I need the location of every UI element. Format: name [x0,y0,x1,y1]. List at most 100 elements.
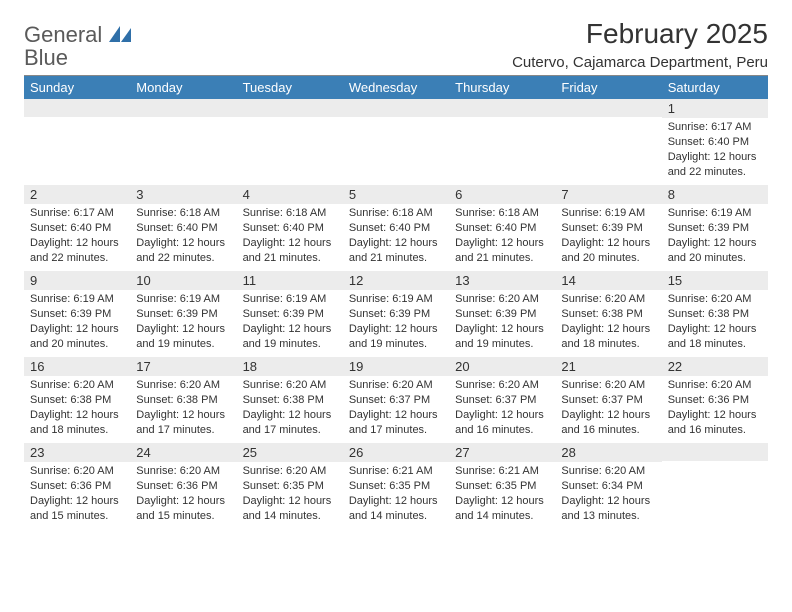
day-number: 8 [662,185,768,204]
day-number [449,99,555,117]
day-header: Wednesday [343,76,449,99]
calendar-day-cell: 2Sunrise: 6:17 AMSunset: 6:40 PMDaylight… [24,185,130,271]
day-detail: Sunrise: 6:17 AMSunset: 6:40 PMDaylight:… [24,204,130,269]
sunrise-text: Sunrise: 6:17 AM [30,206,124,221]
daylight-text: Daylight: 12 hours and 19 minutes. [243,322,337,352]
logo-text-blue: Blue [24,45,68,70]
calendar-day-cell [130,99,236,185]
sunset-text: Sunset: 6:35 PM [243,479,337,494]
sunset-text: Sunset: 6:39 PM [243,307,337,322]
day-number: 26 [343,443,449,462]
sunrise-text: Sunrise: 6:20 AM [136,464,230,479]
day-number: 5 [343,185,449,204]
daylight-text: Daylight: 12 hours and 18 minutes. [668,322,762,352]
day-detail: Sunrise: 6:20 AMSunset: 6:37 PMDaylight:… [449,376,555,441]
calendar-day-cell: 18Sunrise: 6:20 AMSunset: 6:38 PMDayligh… [237,357,343,443]
calendar-day-cell: 23Sunrise: 6:20 AMSunset: 6:36 PMDayligh… [24,443,130,529]
daylight-text: Daylight: 12 hours and 19 minutes. [136,322,230,352]
sunrise-text: Sunrise: 6:21 AM [455,464,549,479]
sunrise-text: Sunrise: 6:20 AM [243,378,337,393]
sunrise-text: Sunrise: 6:20 AM [30,378,124,393]
daylight-text: Daylight: 12 hours and 20 minutes. [561,236,655,266]
calendar-day-cell: 4Sunrise: 6:18 AMSunset: 6:40 PMDaylight… [237,185,343,271]
sunrise-text: Sunrise: 6:19 AM [30,292,124,307]
day-number: 25 [237,443,343,462]
daylight-text: Daylight: 12 hours and 18 minutes. [561,322,655,352]
sunrise-text: Sunrise: 6:20 AM [455,378,549,393]
daylight-text: Daylight: 12 hours and 17 minutes. [349,408,443,438]
sunset-text: Sunset: 6:40 PM [668,135,762,150]
day-number: 12 [343,271,449,290]
calendar-day-cell: 12Sunrise: 6:19 AMSunset: 6:39 PMDayligh… [343,271,449,357]
day-header: Thursday [449,76,555,99]
calendar-day-cell: 13Sunrise: 6:20 AMSunset: 6:39 PMDayligh… [449,271,555,357]
calendar-day-cell: 14Sunrise: 6:20 AMSunset: 6:38 PMDayligh… [555,271,661,357]
calendar-body: 1Sunrise: 6:17 AMSunset: 6:40 PMDaylight… [24,99,768,529]
sunrise-text: Sunrise: 6:18 AM [136,206,230,221]
sunset-text: Sunset: 6:39 PM [349,307,443,322]
calendar-day-cell: 19Sunrise: 6:20 AMSunset: 6:37 PMDayligh… [343,357,449,443]
sunrise-text: Sunrise: 6:18 AM [349,206,443,221]
day-number: 28 [555,443,661,462]
calendar-day-cell: 1Sunrise: 6:17 AMSunset: 6:40 PMDaylight… [662,99,768,185]
day-number: 3 [130,185,236,204]
sunset-text: Sunset: 6:39 PM [668,221,762,236]
day-number [662,443,768,461]
day-number: 17 [130,357,236,376]
daylight-text: Daylight: 12 hours and 20 minutes. [668,236,762,266]
sunset-text: Sunset: 6:39 PM [30,307,124,322]
day-number: 11 [237,271,343,290]
daylight-text: Daylight: 12 hours and 15 minutes. [30,494,124,524]
day-number: 10 [130,271,236,290]
day-detail: Sunrise: 6:18 AMSunset: 6:40 PMDaylight:… [449,204,555,269]
sunset-text: Sunset: 6:37 PM [561,393,655,408]
sunset-text: Sunset: 6:38 PM [243,393,337,408]
daylight-text: Daylight: 12 hours and 17 minutes. [136,408,230,438]
daylight-text: Daylight: 12 hours and 19 minutes. [349,322,443,352]
calendar-day-cell: 25Sunrise: 6:20 AMSunset: 6:35 PMDayligh… [237,443,343,529]
day-detail: Sunrise: 6:18 AMSunset: 6:40 PMDaylight:… [237,204,343,269]
day-number: 1 [662,99,768,118]
day-detail: Sunrise: 6:19 AMSunset: 6:39 PMDaylight:… [343,290,449,355]
calendar-week-row: 23Sunrise: 6:20 AMSunset: 6:36 PMDayligh… [24,443,768,529]
day-detail: Sunrise: 6:20 AMSunset: 6:36 PMDaylight:… [662,376,768,441]
calendar-day-cell: 21Sunrise: 6:20 AMSunset: 6:37 PMDayligh… [555,357,661,443]
sunrise-text: Sunrise: 6:18 AM [455,206,549,221]
day-number [130,99,236,117]
sunset-text: Sunset: 6:38 PM [136,393,230,408]
logo: General Blue [24,18,131,70]
daylight-text: Daylight: 12 hours and 14 minutes. [349,494,443,524]
calendar-day-cell: 15Sunrise: 6:20 AMSunset: 6:38 PMDayligh… [662,271,768,357]
sunset-text: Sunset: 6:35 PM [455,479,549,494]
sunrise-text: Sunrise: 6:20 AM [668,378,762,393]
daylight-text: Daylight: 12 hours and 21 minutes. [349,236,443,266]
calendar-day-cell: 6Sunrise: 6:18 AMSunset: 6:40 PMDaylight… [449,185,555,271]
day-detail: Sunrise: 6:20 AMSunset: 6:39 PMDaylight:… [449,290,555,355]
day-number: 15 [662,271,768,290]
daylight-text: Daylight: 12 hours and 21 minutes. [455,236,549,266]
sunrise-text: Sunrise: 6:20 AM [561,464,655,479]
day-number: 23 [24,443,130,462]
logo-sail-icon [109,26,131,42]
day-header: Tuesday [237,76,343,99]
calendar-week-row: 2Sunrise: 6:17 AMSunset: 6:40 PMDaylight… [24,185,768,271]
sunset-text: Sunset: 6:39 PM [561,221,655,236]
daylight-text: Daylight: 12 hours and 22 minutes. [668,150,762,180]
day-number: 9 [24,271,130,290]
day-number [555,99,661,117]
sunrise-text: Sunrise: 6:20 AM [561,378,655,393]
daylight-text: Daylight: 12 hours and 13 minutes. [561,494,655,524]
calendar-day-cell: 9Sunrise: 6:19 AMSunset: 6:39 PMDaylight… [24,271,130,357]
sunset-text: Sunset: 6:35 PM [349,479,443,494]
day-header-row: Sunday Monday Tuesday Wednesday Thursday… [24,76,768,99]
day-detail: Sunrise: 6:20 AMSunset: 6:36 PMDaylight:… [130,462,236,527]
daylight-text: Daylight: 12 hours and 20 minutes. [30,322,124,352]
calendar-day-cell [343,99,449,185]
day-detail: Sunrise: 6:18 AMSunset: 6:40 PMDaylight:… [343,204,449,269]
day-number: 16 [24,357,130,376]
sunset-text: Sunset: 6:40 PM [136,221,230,236]
daylight-text: Daylight: 12 hours and 15 minutes. [136,494,230,524]
day-detail: Sunrise: 6:20 AMSunset: 6:37 PMDaylight:… [343,376,449,441]
day-detail: Sunrise: 6:19 AMSunset: 6:39 PMDaylight:… [24,290,130,355]
day-number [343,99,449,117]
